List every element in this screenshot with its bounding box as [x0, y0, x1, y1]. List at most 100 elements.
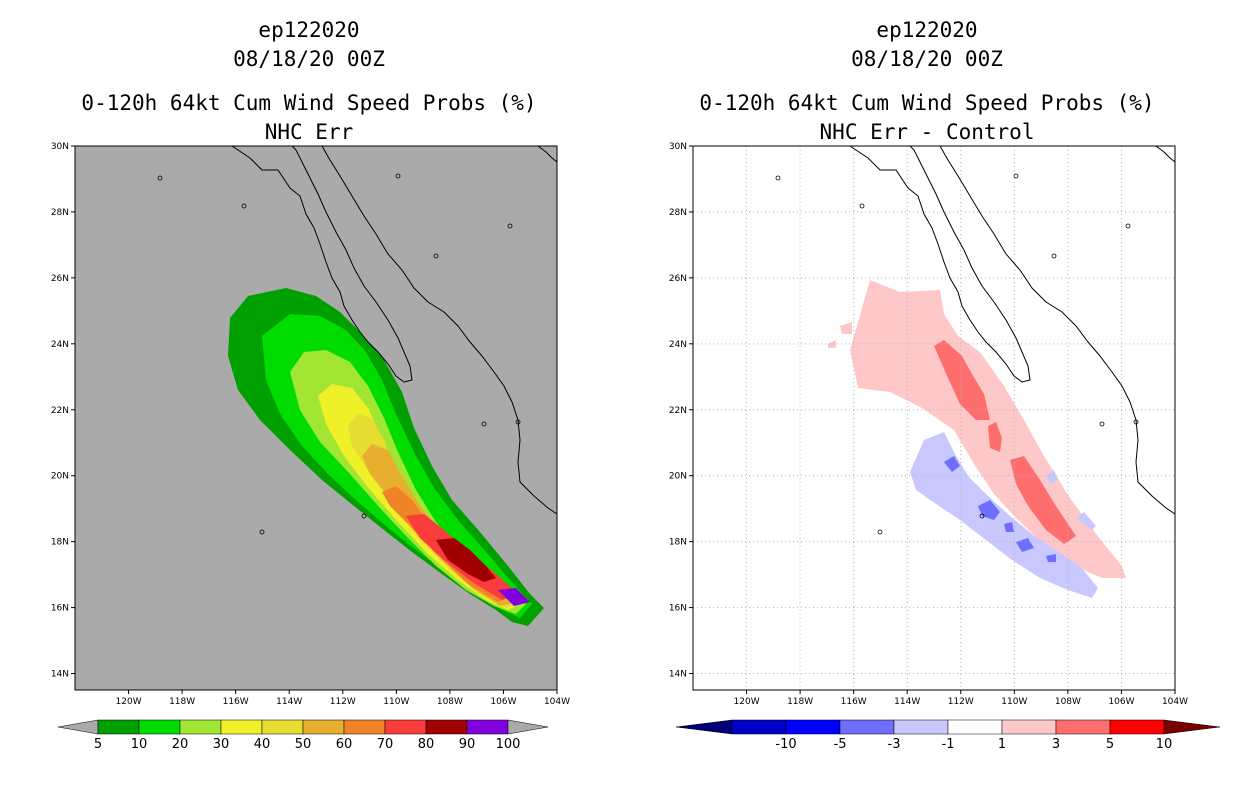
colorbar-label: 80: [418, 737, 435, 752]
lon-tick-label: 112W: [948, 697, 974, 707]
colorbar-label: 1: [998, 737, 1006, 752]
colorbar-label: 40: [254, 737, 271, 752]
colorbar-segment: [839, 719, 895, 735]
colorbar-label: 90: [459, 737, 476, 752]
datetime-title: 08/18/20 00Z: [233, 47, 385, 71]
lat-tick-label: 24N: [669, 340, 687, 350]
colorbar-label: 3: [1052, 737, 1060, 752]
lon-tick-label: 114W: [894, 697, 920, 707]
island: [877, 529, 883, 535]
colorbar-segment: [302, 719, 345, 735]
difference-contour: [934, 340, 990, 420]
lon-tick-label: 114W: [276, 697, 302, 707]
colorbar-segment: [138, 719, 181, 735]
colorbar-right-arrow: [1163, 719, 1221, 735]
difference-contour: [1046, 470, 1058, 484]
probability-map: 30N 28N 26N 24N 22N 20N 18N 16N 14N 120W 118W 116W 1…: [51, 142, 570, 752]
colorbar-left-arrow: [57, 719, 99, 735]
lat-tick-label: 22N: [669, 406, 687, 416]
lat-tick-label: 14N: [51, 670, 69, 680]
island: [859, 203, 865, 209]
subtitle: NHC Err: [264, 120, 354, 144]
colorbar-label: -3: [888, 737, 901, 752]
island: [395, 173, 401, 179]
colorbar-label: 20: [172, 737, 189, 752]
colorbar: -10 -5 -3 -1 1 3 5 10: [675, 719, 1221, 752]
difference-contour: [828, 340, 836, 348]
lat-tick-label: 18N: [51, 538, 69, 548]
island: [1125, 223, 1131, 229]
lon-tick-label: 120W: [734, 697, 760, 707]
difference-contour: [1004, 522, 1014, 532]
island: [361, 513, 367, 519]
colorbar-segment: [893, 719, 949, 735]
colorbar-label: -10: [775, 737, 796, 752]
lon-tick-label: 120W: [116, 697, 142, 707]
colorbar-right-arrow: [507, 719, 549, 735]
colorbar-segment: [384, 719, 427, 735]
difference-contour: [1076, 512, 1096, 530]
product-title: 0-120h 64kt Cum Wind Speed Probs (%): [699, 91, 1155, 115]
island: [1051, 253, 1057, 259]
coastline: [537, 145, 558, 163]
lon-tick-label: 106W: [490, 697, 516, 707]
difference-contour: [840, 322, 852, 334]
colorbar-segment: [1001, 719, 1057, 735]
datetime-title: 08/18/20 00Z: [851, 47, 1003, 71]
colorbar-label: -1: [942, 737, 955, 752]
colorbar-label: 10: [1156, 737, 1173, 752]
right-panel: ep122020 08/18/20 00Z 0-120h 64kt Cum Wi…: [618, 0, 1236, 800]
colorbar-segment: [947, 719, 1003, 735]
lon-tick-label: 118W: [169, 697, 195, 707]
colorbar-segment: [785, 719, 841, 735]
lon-tick-label: 116W: [223, 697, 249, 707]
island: [241, 203, 247, 209]
island: [259, 529, 265, 535]
lon-tick-label: 116W: [841, 697, 867, 707]
difference-contour: [1046, 554, 1056, 562]
lat-tick-label: 26N: [669, 274, 687, 284]
product-title: 0-120h 64kt Cum Wind Speed Probs (%): [81, 91, 537, 115]
lon-tick-label: 112W: [330, 697, 356, 707]
colorbar-label: 5: [94, 737, 102, 752]
colorbar: 5 10 20 30 40 50 60 70 80 90 100: [57, 719, 549, 752]
colorbar-segment: [1055, 719, 1111, 735]
colorbar-segment: [261, 719, 304, 735]
lon-tick-label: 104W: [1162, 697, 1188, 707]
lat-tick-label: 22N: [51, 406, 69, 416]
lat-tick-label: 20N: [51, 472, 69, 482]
island: [979, 513, 985, 519]
difference-contour: [850, 280, 1126, 578]
left-panel: ep122020 08/18/20 00Z 0-120h 64kt Cum Wi…: [51, 18, 570, 752]
colorbar-segment: [731, 719, 787, 735]
lat-tick-label: 16N: [669, 604, 687, 614]
island: [1133, 419, 1139, 425]
colorbar-label: 100: [496, 737, 521, 752]
island: [157, 175, 163, 181]
colorbar-segment: [343, 719, 386, 735]
colorbar-label: 30: [213, 737, 230, 752]
colorbar-left-arrow: [675, 719, 733, 735]
colorbar-label: 10: [131, 737, 148, 752]
lon-tick-label: 106W: [1108, 697, 1134, 707]
colorbar-segment: [179, 719, 222, 735]
lat-tick-label: 30N: [51, 142, 69, 152]
colorbar-segment: [97, 719, 140, 735]
coastline: [231, 145, 413, 383]
lat-tick-label: 28N: [51, 208, 69, 218]
coastline: [849, 145, 1031, 383]
map-border: [692, 145, 1176, 691]
colorbar-segment: [1109, 719, 1165, 735]
lat-tick-label: 30N: [669, 142, 687, 152]
lon-tick-label: 108W: [1055, 697, 1081, 707]
colorbar-segment: [220, 719, 263, 735]
lat-tick-label: 16N: [51, 604, 69, 614]
coastline: [939, 145, 1176, 515]
colorbar-label: 5: [1106, 737, 1114, 752]
lon-tick-label: 118W: [787, 697, 813, 707]
lon-tick-label: 104W: [544, 697, 570, 707]
probability-contour: [362, 444, 518, 606]
island: [1099, 421, 1105, 427]
map-frame-group: 30N 28N 26N 24N 22N 20N 18N 16N 14N 120W 118W 116W 1…: [51, 142, 570, 707]
island: [481, 421, 487, 427]
